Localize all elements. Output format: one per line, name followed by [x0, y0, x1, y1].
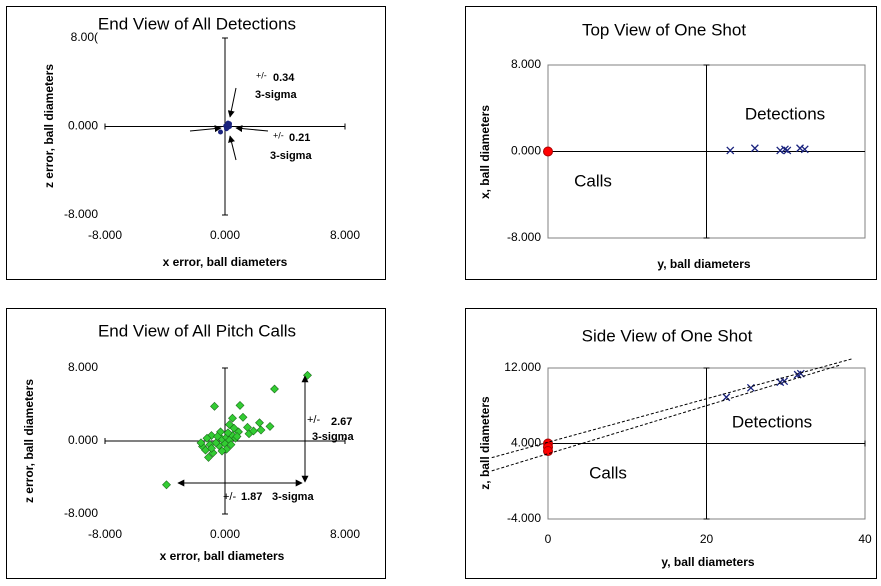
x-axis-label: x error, ball diameters — [160, 549, 285, 563]
x-axis-label: x error, ball diameters — [163, 255, 288, 269]
point — [255, 418, 264, 428]
point — [228, 413, 237, 423]
y-tick-label: 12.000 — [504, 360, 541, 374]
y-tick-label: -8.000 — [64, 207, 98, 221]
chart-title: End View of All Pitch Calls — [98, 321, 296, 340]
chart-panel: Top View of One Shot y, ball diameters x, … — [465, 6, 877, 280]
annotation-arrows — [177, 87, 309, 487]
y-tick-label: -4.000 — [507, 511, 541, 525]
point — [780, 145, 789, 154]
x-tick-label: 8.000 — [330, 527, 360, 541]
point — [776, 146, 785, 155]
point — [223, 428, 233, 438]
y-axis-label: z error, ball diameters — [22, 379, 36, 503]
fit-line — [491, 358, 854, 459]
annotation: 3-sigma — [270, 150, 312, 162]
annotation: +/- — [256, 70, 267, 80]
panel-frame — [465, 6, 877, 280]
y-axis-label: z error, ball diameters — [42, 64, 56, 188]
point — [162, 480, 171, 490]
x-axis-label: y, ball diameters — [657, 257, 750, 271]
y-tick-label: -8.000 — [507, 230, 541, 244]
arrow — [235, 125, 269, 133]
y-tick-label: 8.000 — [68, 360, 98, 374]
point — [217, 446, 227, 456]
chart-title: End View of All Detections — [98, 14, 296, 33]
annotation: 2.67 — [331, 416, 352, 428]
point — [726, 146, 735, 155]
x-tick-label: 20 — [700, 532, 714, 546]
series-label: Detections — [732, 412, 812, 431]
chart-title: Side View of One Shot — [582, 326, 753, 345]
point — [210, 401, 219, 411]
point — [800, 145, 809, 154]
point — [543, 146, 553, 157]
y-tick-label: -8.000 — [64, 506, 98, 520]
point — [238, 412, 248, 422]
x-tick-label: 8.000 — [330, 228, 360, 242]
y-tick-label: 0.000 — [511, 144, 541, 158]
y-axis-label: z, ball diameters — [478, 396, 492, 490]
x-tick-label: 40 — [858, 532, 872, 546]
point — [543, 446, 553, 457]
point — [204, 453, 213, 462]
point — [783, 146, 792, 155]
point — [226, 440, 236, 450]
point — [750, 144, 759, 153]
chart-panel: End View of All Detections x error, ball … — [6, 6, 386, 280]
point — [796, 144, 804, 153]
point — [780, 377, 789, 386]
point — [265, 421, 275, 431]
annotation: 3-sigma — [272, 491, 314, 503]
series-label: Detections — [745, 104, 825, 123]
x-tick-label: 0.000 — [210, 527, 240, 541]
point — [249, 426, 258, 436]
annotation: +/- — [307, 414, 320, 426]
annotation: 3-sigma — [312, 431, 354, 443]
point — [235, 400, 245, 410]
x-tick-label: 0 — [545, 532, 552, 546]
y-axis-label: x, ball diameters — [478, 105, 492, 199]
x-tick-label: 0.000 — [210, 228, 240, 242]
y-tick-label: 4.000 — [511, 436, 541, 450]
chart-panel: End View of All Pitch Calls x error, ball… — [6, 308, 386, 579]
y-tick-label: 0.000 — [68, 119, 98, 133]
point — [270, 384, 279, 394]
point — [225, 420, 234, 429]
point — [256, 425, 266, 435]
y-tick-label: 8.00( — [71, 30, 98, 44]
point — [213, 432, 222, 441]
annotation: +/- — [273, 130, 284, 140]
annotation: 1.87 — [241, 491, 262, 503]
y-tick-label: 0.000 — [68, 433, 98, 447]
point — [218, 129, 223, 135]
arrow — [189, 125, 222, 133]
x-tick-label: -8.000 — [88, 228, 122, 242]
arrow — [228, 135, 237, 161]
series-label: Calls — [589, 463, 627, 482]
point — [202, 433, 212, 443]
panel-frame — [6, 308, 386, 579]
point — [207, 443, 216, 453]
point — [224, 126, 229, 132]
annotation: 3-sigma — [255, 89, 297, 101]
chart-panel: Side View of One Shot y, ball diameters z,… — [465, 308, 877, 579]
x-axis-label: y, ball diameters — [661, 555, 754, 569]
x-tick-label: -8.000 — [88, 527, 122, 541]
series-label: Calls — [574, 171, 612, 190]
panel-frame — [6, 6, 386, 280]
fit-line — [491, 364, 840, 472]
arrow — [227, 87, 237, 118]
y-tick-label: 8.000 — [511, 57, 541, 71]
annotation: 0.34 — [273, 72, 295, 84]
point — [232, 432, 242, 441]
annotation: 0.21 — [289, 132, 310, 144]
point — [196, 438, 206, 448]
chart-title: Top View of One Shot — [582, 20, 746, 39]
annotation: +/- — [223, 491, 236, 503]
point — [722, 393, 731, 402]
